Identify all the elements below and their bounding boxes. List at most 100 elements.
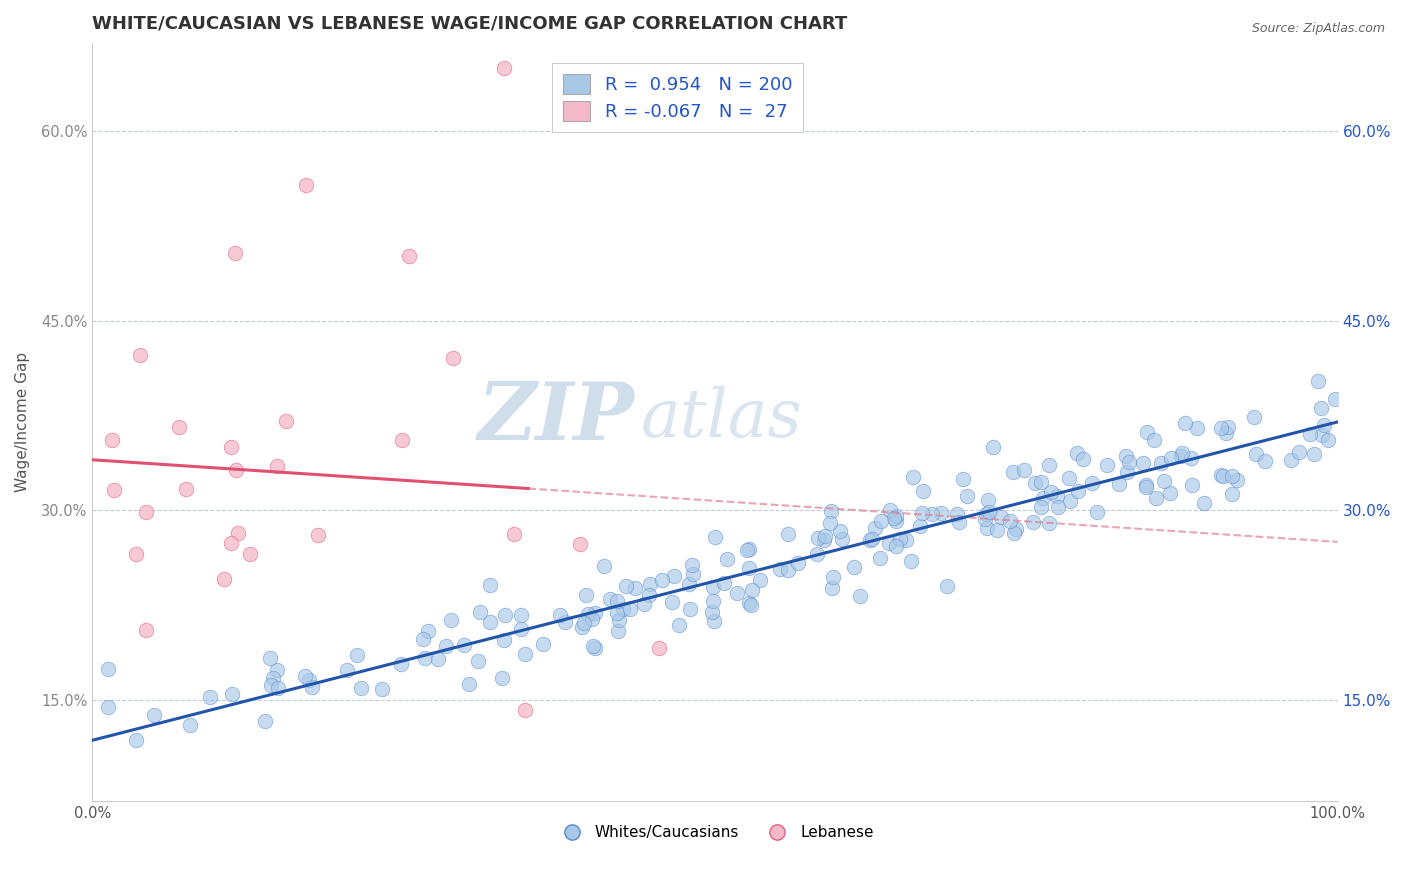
- Point: [998, 515, 1021, 529]
- Point: [1192, 496, 1215, 510]
- Legend: Whites/Caucasians, Lebanese: Whites/Caucasians, Lebanese: [550, 819, 880, 847]
- Point: [1032, 491, 1054, 505]
- Point: [952, 472, 974, 486]
- Point: [741, 582, 763, 597]
- Point: [494, 61, 516, 75]
- Point: [896, 533, 918, 547]
- Point: [1317, 433, 1340, 447]
- Point: [1215, 426, 1237, 441]
- Point: [266, 663, 288, 677]
- Point: [491, 671, 513, 685]
- Point: [262, 671, 284, 685]
- Point: [301, 680, 323, 694]
- Point: [883, 511, 905, 525]
- Point: [1135, 478, 1157, 492]
- Point: [908, 518, 931, 533]
- Point: [921, 507, 943, 521]
- Point: [828, 524, 851, 539]
- Text: Source: ZipAtlas.com: Source: ZipAtlas.com: [1251, 22, 1385, 36]
- Point: [1143, 433, 1166, 447]
- Point: [1031, 500, 1053, 515]
- Point: [336, 663, 359, 677]
- Point: [346, 648, 368, 662]
- Point: [513, 703, 536, 717]
- Point: [1209, 467, 1232, 482]
- Point: [1211, 421, 1233, 435]
- Point: [125, 733, 148, 747]
- Point: [219, 441, 242, 455]
- Point: [307, 527, 329, 541]
- Point: [1310, 428, 1333, 442]
- Point: [221, 687, 243, 701]
- Point: [1144, 491, 1167, 506]
- Point: [572, 616, 595, 631]
- Point: [1080, 475, 1102, 490]
- Point: [575, 588, 598, 602]
- Point: [413, 651, 436, 665]
- Point: [738, 542, 761, 557]
- Point: [1085, 505, 1108, 519]
- Point: [585, 606, 607, 620]
- Point: [427, 651, 450, 665]
- Point: [737, 596, 759, 610]
- Point: [494, 607, 516, 622]
- Point: [1310, 401, 1333, 415]
- Point: [1170, 449, 1192, 463]
- Point: [700, 605, 723, 619]
- Point: [1057, 471, 1080, 485]
- Point: [266, 458, 288, 473]
- Point: [169, 420, 191, 434]
- Point: [224, 246, 246, 260]
- Point: [607, 624, 630, 639]
- Point: [668, 618, 690, 632]
- Point: [294, 669, 316, 683]
- Point: [1066, 483, 1088, 498]
- Point: [901, 470, 924, 484]
- Point: [813, 533, 835, 547]
- Point: [900, 554, 922, 568]
- Point: [682, 566, 704, 581]
- Point: [298, 673, 321, 687]
- Point: [713, 575, 735, 590]
- Point: [478, 578, 501, 592]
- Point: [1218, 420, 1240, 434]
- Point: [974, 511, 997, 525]
- Point: [1160, 451, 1182, 466]
- Point: [977, 505, 1000, 519]
- Point: [735, 543, 758, 558]
- Point: [977, 492, 1000, 507]
- Point: [1024, 476, 1046, 491]
- Point: [135, 623, 157, 637]
- Point: [1071, 452, 1094, 467]
- Point: [1160, 486, 1182, 500]
- Point: [135, 505, 157, 519]
- Point: [502, 526, 524, 541]
- Point: [648, 640, 671, 655]
- Point: [1012, 463, 1035, 477]
- Point: [769, 561, 792, 575]
- Point: [467, 655, 489, 669]
- Point: [609, 614, 631, 628]
- Point: [1288, 445, 1310, 459]
- Point: [1005, 523, 1028, 537]
- Point: [1153, 475, 1175, 489]
- Point: [434, 640, 457, 654]
- Point: [412, 632, 434, 647]
- Point: [606, 594, 628, 608]
- Point: [787, 556, 810, 570]
- Point: [398, 249, 420, 263]
- Point: [1059, 494, 1081, 508]
- Point: [820, 504, 842, 518]
- Point: [948, 516, 970, 530]
- Point: [879, 502, 901, 516]
- Point: [128, 348, 150, 362]
- Point: [260, 678, 283, 692]
- Point: [935, 579, 957, 593]
- Point: [1046, 489, 1069, 503]
- Point: [1136, 425, 1159, 439]
- Point: [1022, 515, 1045, 529]
- Point: [974, 508, 997, 522]
- Point: [1095, 458, 1118, 472]
- Point: [1135, 479, 1157, 493]
- Point: [1313, 418, 1336, 433]
